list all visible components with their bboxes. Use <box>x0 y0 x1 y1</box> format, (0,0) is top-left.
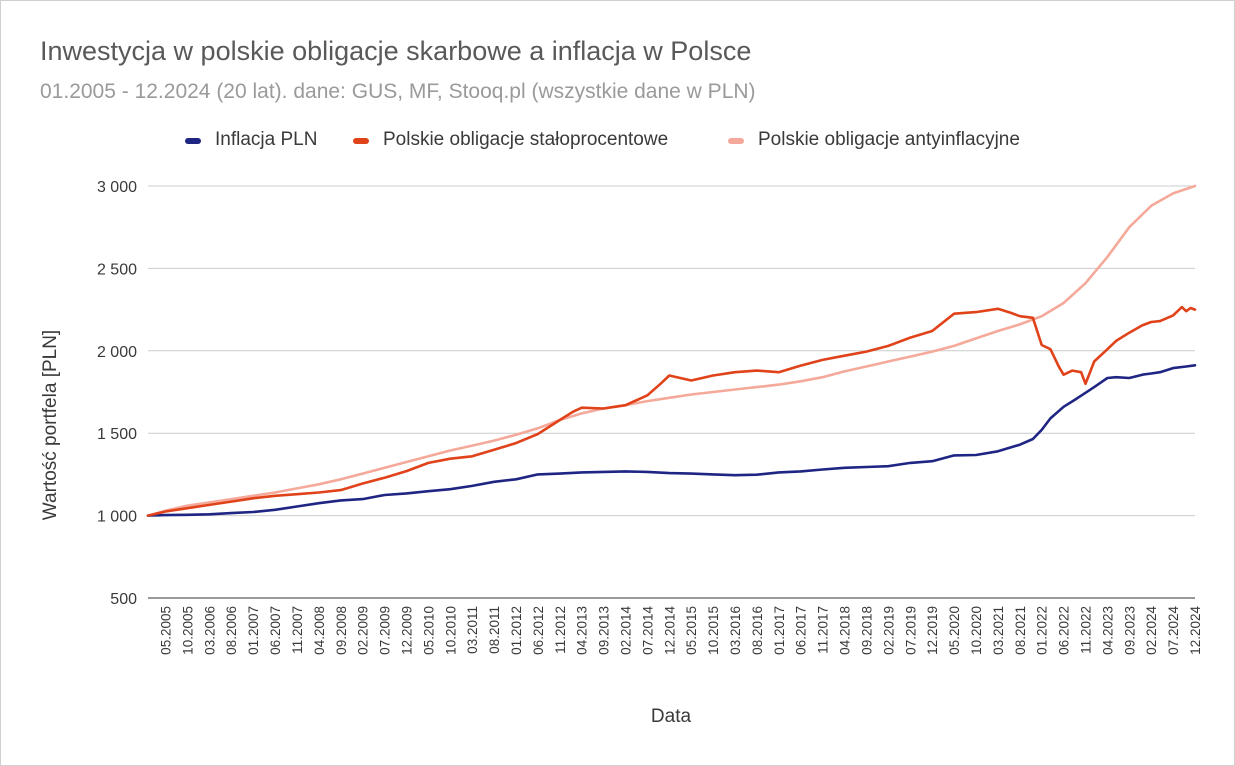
x-tick-label: 10.2015 <box>706 606 721 655</box>
x-tick-label: 03.2016 <box>728 606 743 655</box>
y-tick-label: 1 000 <box>97 509 137 526</box>
grid-lines <box>148 185 1195 599</box>
legend-label-inflation-linked-bonds: Polskie obligacje antyinflacyjne <box>758 129 1020 150</box>
x-tick-label: 03.2006 <box>202 606 217 655</box>
legend-swatch-inflation <box>185 138 201 144</box>
legend-label-fixed-rate-bonds: Polskie obligacje stałoprocentowe <box>383 129 669 150</box>
x-tick-label: 07.2024 <box>1166 606 1181 655</box>
x-tick-label: 08.2016 <box>750 606 765 655</box>
x-tick-label: 07.2019 <box>903 606 918 655</box>
x-tick-label: 04.2018 <box>838 606 853 655</box>
x-tick-label: 10.2005 <box>180 606 195 655</box>
x-tick-label: 06.2012 <box>531 606 546 655</box>
series-line-fixed-rate-bonds <box>146 305 1197 517</box>
chart-legend: Inflacja PLN Polskie obligacje stałoproc… <box>0 128 1235 154</box>
x-axis-ticks: 05.2005 10.2005 03.2006 08.2006 01.2007 06.20… <box>159 606 1203 655</box>
x-tick-label: 09.2018 <box>859 606 874 655</box>
legend-swatch-inflation-linked-bonds <box>728 138 744 144</box>
y-tick-label: 1 500 <box>97 426 137 443</box>
x-tick-label: 02.2019 <box>881 606 896 655</box>
x-tick-label: 04.2008 <box>312 606 327 655</box>
x-tick-label: 11.2017 <box>816 606 831 654</box>
x-tick-label: 09.2023 <box>1122 606 1137 655</box>
x-tick-label: 11.2012 <box>553 606 568 654</box>
legend-swatch-fixed-rate-bonds <box>353 138 369 144</box>
x-tick-label: 07.2014 <box>640 606 655 655</box>
series-line-inflation <box>146 363 1197 517</box>
x-tick-label: 12.2014 <box>662 606 677 655</box>
x-tick-label: 04.2013 <box>575 606 590 655</box>
x-tick-label: 10.2020 <box>969 606 984 655</box>
x-tick-label: 01.2017 <box>772 606 787 655</box>
x-tick-label: 12.2009 <box>399 606 414 655</box>
chart-title: Inwestycja w polskie obligacje skarbowe … <box>40 36 752 66</box>
y-tick-label: 2 000 <box>97 344 137 361</box>
x-tick-label: 06.2007 <box>268 606 283 655</box>
x-tick-label: 12.2024 <box>1188 606 1203 655</box>
x-tick-label: 01.2012 <box>509 606 524 655</box>
x-tick-label: 08.2021 <box>1013 606 1028 655</box>
series-lines <box>146 184 1197 517</box>
x-tick-label: 08.2006 <box>224 606 239 655</box>
y-tick-label: 2 500 <box>97 261 137 278</box>
x-tick-label: 02.2024 <box>1144 606 1159 655</box>
x-tick-label: 05.2020 <box>947 606 962 655</box>
x-tick-label: 08.2011 <box>487 606 502 654</box>
x-tick-label: 11.2007 <box>290 606 305 654</box>
x-tick-label: 02.2009 <box>356 606 371 655</box>
y-axis-ticks: 500 1 000 1 500 2 000 2 500 3 000 <box>97 179 137 608</box>
x-tick-label: 03.2021 <box>991 606 1006 655</box>
series-line-inflation-linked-bonds <box>146 184 1197 517</box>
y-tick-label: 500 <box>110 591 137 608</box>
x-tick-label: 04.2023 <box>1100 606 1115 655</box>
legend-label-inflation: Inflacja PLN <box>215 129 318 150</box>
x-tick-label: 06.2022 <box>1057 606 1072 655</box>
x-tick-label: 10.2010 <box>443 606 458 655</box>
x-tick-label: 02.2014 <box>619 606 634 655</box>
x-tick-label: 05.2010 <box>421 606 436 655</box>
x-tick-label: 09.2008 <box>334 606 349 655</box>
x-tick-label: 12.2019 <box>925 606 940 655</box>
y-tick-label: 3 000 <box>97 179 137 196</box>
chart-subtitle: 01.2005 - 12.2024 (20 lat). dane: GUS, M… <box>40 80 756 103</box>
x-tick-label: 07.2009 <box>378 606 393 655</box>
y-axis-label: Wartość portfela [PLN] <box>40 330 61 520</box>
x-axis-label: Data <box>651 706 692 727</box>
x-tick-label: 05.2005 <box>159 606 174 655</box>
x-tick-label: 01.2007 <box>246 606 261 655</box>
x-tick-label: 06.2017 <box>794 606 809 655</box>
x-tick-label: 09.2013 <box>597 606 612 655</box>
x-tick-label: 03.2011 <box>465 606 480 654</box>
x-tick-label: 05.2015 <box>684 606 699 655</box>
x-tick-label: 11.2022 <box>1078 606 1093 654</box>
x-tick-label: 01.2022 <box>1035 606 1050 655</box>
